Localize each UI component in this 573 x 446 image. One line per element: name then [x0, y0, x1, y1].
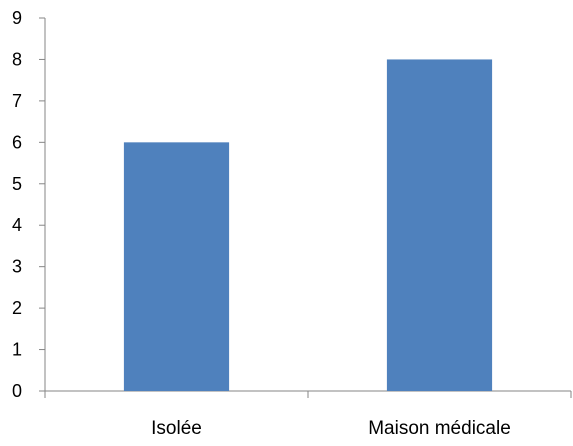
y-tick-label: 2 — [12, 298, 22, 318]
y-axis: 0 1 2 3 4 5 6 7 8 9 — [12, 8, 45, 401]
y-tick-label: 6 — [12, 132, 22, 152]
bar-series — [124, 59, 492, 391]
y-tick-label: 7 — [12, 91, 22, 111]
y-tick-label: 4 — [12, 215, 22, 235]
y-tick-label: 1 — [12, 340, 22, 360]
y-tick-label: 9 — [12, 8, 22, 28]
x-axis: Isolée Maison médicale — [45, 391, 571, 439]
y-tick-label: 3 — [12, 257, 22, 277]
x-tick-label: Maison médicale — [368, 418, 511, 439]
y-tick-label: 5 — [12, 174, 22, 194]
y-tick-label: 0 — [12, 381, 22, 401]
x-tick-label: Isolée — [151, 418, 202, 439]
y-tick-label: 8 — [12, 49, 22, 69]
bar-2 — [387, 59, 492, 391]
bar-1 — [124, 142, 229, 391]
